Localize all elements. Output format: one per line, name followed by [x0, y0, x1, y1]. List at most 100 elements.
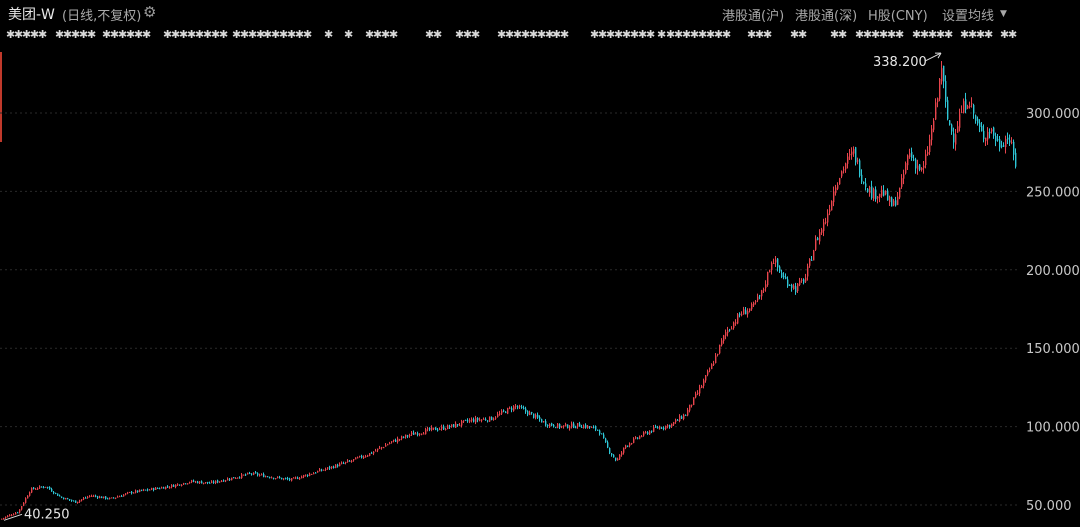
- event-marker[interactable]: ✱: [871, 28, 880, 41]
- stock-title[interactable]: 美团-W: [8, 7, 55, 23]
- event-marker[interactable]: ✱: [389, 28, 398, 41]
- event-marker[interactable]: ✱: [968, 28, 977, 41]
- event-marker[interactable]: ✱: [110, 28, 119, 41]
- event-marker[interactable]: ✱: [622, 28, 631, 41]
- event-marker[interactable]: ✱: [471, 28, 480, 41]
- event-marker[interactable]: ✱: [936, 28, 945, 41]
- event-marker[interactable]: ✱: [425, 28, 434, 41]
- event-marker[interactable]: ✱: [928, 28, 937, 41]
- event-marker[interactable]: ✱: [6, 28, 15, 41]
- event-marker[interactable]: ✱: [187, 28, 196, 41]
- event-marker[interactable]: ✱: [690, 28, 699, 41]
- event-marker[interactable]: ✱: [373, 28, 382, 41]
- event-marker[interactable]: ✱: [529, 28, 538, 41]
- event-marker[interactable]: ✱: [118, 28, 127, 41]
- event-marker[interactable]: ✱: [55, 28, 64, 41]
- event-marker[interactable]: ✱: [598, 28, 607, 41]
- event-marker[interactable]: ✱: [179, 28, 188, 41]
- event-marker[interactable]: ✱: [248, 28, 257, 41]
- event-marker[interactable]: ✱: [63, 28, 72, 41]
- event-marker[interactable]: ✱: [365, 28, 374, 41]
- event-marker[interactable]: ✱: [682, 28, 691, 41]
- event-marker[interactable]: ✱: [102, 28, 111, 41]
- event-marker[interactable]: ✱: [763, 28, 772, 41]
- candlestick-chart[interactable]: 50.000 100.000 150.000 200.000 250.000 300.00…: [0, 40, 1080, 527]
- event-marker[interactable]: ✱: [630, 28, 639, 41]
- event-marker[interactable]: ✱: [87, 28, 96, 41]
- event-marker[interactable]: ✱: [863, 28, 872, 41]
- event-marker[interactable]: ✱: [142, 28, 151, 41]
- event-marker[interactable]: ✱: [830, 28, 839, 41]
- event-marker[interactable]: ✱: [211, 28, 220, 41]
- event-marker[interactable]: ✱: [463, 28, 472, 41]
- event-marker[interactable]: ✱: [960, 28, 969, 41]
- event-marker[interactable]: ✱: [1008, 28, 1017, 41]
- event-marker[interactable]: ✱: [219, 28, 228, 41]
- event-marker[interactable]: ✱: [126, 28, 135, 41]
- menu-h-share-cny[interactable]: H股(CNY): [868, 9, 928, 24]
- event-marker[interactable]: ✱: [545, 28, 554, 41]
- event-marker[interactable]: ✱: [895, 28, 904, 41]
- event-marker[interactable]: ✱: [240, 28, 249, 41]
- event-marker[interactable]: ✱: [722, 28, 731, 41]
- event-marker[interactable]: ✱: [256, 28, 265, 41]
- event-marker[interactable]: ✱: [521, 28, 530, 41]
- event-marker[interactable]: ✱: [912, 28, 921, 41]
- event-marker[interactable]: ✱: [30, 28, 39, 41]
- event-marker[interactable]: ✱: [976, 28, 985, 41]
- event-marker[interactable]: ✱: [433, 28, 442, 41]
- event-marker[interactable]: ✱: [537, 28, 546, 41]
- event-marker[interactable]: ✱: [552, 28, 561, 41]
- event-marker[interactable]: ✱: [295, 28, 304, 41]
- event-marker[interactable]: ✱: [714, 28, 723, 41]
- event-marker[interactable]: ✱: [706, 28, 715, 41]
- event-marker[interactable]: ✱: [505, 28, 514, 41]
- event-marker[interactable]: ✱: [271, 28, 280, 41]
- event-marker[interactable]: ✱: [163, 28, 172, 41]
- event-marker[interactable]: ✱: [984, 28, 993, 41]
- event-marker[interactable]: ✱: [195, 28, 204, 41]
- event-marker[interactable]: ✱: [838, 28, 847, 41]
- event-marker[interactable]: ✱: [513, 28, 522, 41]
- event-marker[interactable]: ✱: [381, 28, 390, 41]
- event-marker[interactable]: ✱: [134, 28, 143, 41]
- event-marker[interactable]: ✱: [79, 28, 88, 41]
- event-marker[interactable]: ✱: [666, 28, 675, 41]
- event-marker[interactable]: ✱: [674, 28, 683, 41]
- event-marker[interactable]: ✱: [560, 28, 569, 41]
- event-marker[interactable]: ✱: [324, 28, 333, 41]
- event-marker[interactable]: ✱: [887, 28, 896, 41]
- menu-ma-settings[interactable]: 设置均线: [942, 9, 995, 24]
- event-marker[interactable]: ✱: [497, 28, 506, 41]
- event-marker[interactable]: ✱: [646, 28, 655, 41]
- event-marker[interactable]: ✱: [638, 28, 647, 41]
- event-marker[interactable]: ✱: [790, 28, 799, 41]
- event-marker[interactable]: ✱: [798, 28, 807, 41]
- menu-hk-connect-sh[interactable]: 港股通(沪): [722, 9, 785, 24]
- event-marker[interactable]: ✱: [344, 28, 353, 41]
- event-marker[interactable]: ✱: [287, 28, 296, 41]
- event-marker[interactable]: ✱: [855, 28, 864, 41]
- event-marker[interactable]: ✱: [1000, 28, 1009, 41]
- menu-hk-connect-sz[interactable]: 港股通(深): [795, 9, 858, 24]
- event-marker[interactable]: ✱: [71, 28, 80, 41]
- event-marker[interactable]: ✱: [203, 28, 212, 41]
- event-marker[interactable]: ✱: [879, 28, 888, 41]
- event-marker[interactable]: ✱: [606, 28, 615, 41]
- event-marker[interactable]: ✱: [263, 28, 272, 41]
- event-marker[interactable]: ✱: [279, 28, 288, 41]
- gear-icon[interactable]: ⚙: [143, 3, 157, 21]
- event-marker[interactable]: ✱: [944, 28, 953, 41]
- event-marker[interactable]: ✱: [590, 28, 599, 41]
- event-marker[interactable]: ✱: [755, 28, 764, 41]
- event-marker[interactable]: ✱: [22, 28, 31, 41]
- event-marker[interactable]: ✱: [920, 28, 929, 41]
- event-marker[interactable]: ✱: [232, 28, 241, 41]
- event-marker[interactable]: ✱: [14, 28, 23, 41]
- event-marker[interactable]: ✱: [303, 28, 312, 41]
- event-marker[interactable]: ✱: [698, 28, 707, 41]
- event-marker[interactable]: ✱: [657, 28, 666, 41]
- event-marker[interactable]: ✱: [38, 28, 47, 41]
- chevron-down-icon[interactable]: ▼: [1000, 9, 1007, 19]
- event-marker[interactable]: ✱: [455, 28, 464, 41]
